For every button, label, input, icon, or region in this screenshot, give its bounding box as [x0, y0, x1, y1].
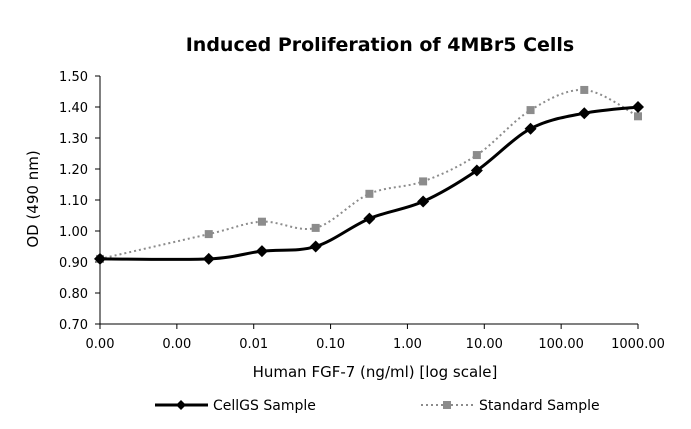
legend-item-standard: Standard Sample: [421, 398, 600, 414]
y-axis-label: OD (490 nm): [24, 150, 42, 247]
y-tick-label: 1.50: [59, 70, 88, 85]
y-tick-label: 1.10: [59, 194, 88, 209]
x-tick-label: 10.00: [466, 337, 503, 352]
data-point-cellgs: [94, 252, 106, 265]
data-point-cellgs: [363, 212, 376, 225]
legend-marker-cellgs: [176, 400, 186, 410]
y-tick-label: 0.70: [59, 318, 88, 333]
x-tick-label: 0.00: [86, 337, 115, 352]
data-point-cellgs: [632, 101, 644, 113]
data-point-standard: [365, 189, 374, 198]
data-point-standard: [204, 230, 213, 239]
y-tick-label: 1.40: [59, 101, 88, 116]
y-tick-label: 1.00: [59, 225, 88, 240]
legend: CellGS Sample Standard Sample: [155, 398, 600, 414]
x-tick-label: 0.00: [162, 337, 191, 352]
x-tick-label: 0.10: [316, 337, 345, 352]
x-tick-label: 0.01: [239, 337, 268, 352]
data-point-standard: [419, 177, 428, 186]
data-point-cellgs: [524, 122, 537, 135]
y-tick-label: 1.20: [59, 163, 88, 178]
series-line-cellgs: [99, 105, 639, 261]
data-point-cellgs: [202, 252, 215, 265]
data-point-standard: [526, 106, 535, 115]
data-point-cellgs: [417, 195, 430, 208]
legend-marker-standard: [443, 401, 451, 409]
legend-item-cellgs: CellGS Sample: [155, 398, 316, 414]
data-point-standard: [472, 151, 481, 160]
x-axis-ticks: 0.00 0.00 0.01 0.10 1.00 10.00 100.00 1000.00: [86, 324, 665, 352]
x-tick-label: 100.00: [538, 337, 584, 352]
x-tick-label: 1.00: [393, 337, 422, 352]
y-tick-label: 1.30: [59, 132, 88, 147]
chart-title: Induced Proliferation of 4MBr5 Cells: [186, 34, 575, 56]
x-axis-label: Human FGF-7 (ng/ml) [log scale]: [253, 363, 498, 381]
y-axis-ticks: 0.70 0.80 0.90 1.00 1.10 1.20 1.30 1.40 1.50: [59, 70, 100, 333]
y-tick-label: 0.80: [59, 287, 88, 302]
x-tick-label: 1000.00: [611, 337, 665, 352]
data-point-standard: [634, 112, 642, 121]
y-tick-label: 0.90: [59, 256, 88, 271]
data-point-standard: [580, 85, 589, 94]
data-point-cellgs: [309, 240, 322, 253]
data-point-standard: [257, 217, 266, 226]
data-point-cellgs: [470, 164, 483, 177]
data-point-cellgs: [578, 107, 591, 120]
series-layer: [94, 85, 644, 265]
series-line-standard: [99, 88, 639, 260]
data-point-cellgs: [255, 245, 268, 258]
legend-label-cellgs: CellGS Sample: [213, 398, 316, 414]
legend-label-standard: Standard Sample: [479, 398, 600, 414]
data-point-standard: [311, 223, 320, 232]
